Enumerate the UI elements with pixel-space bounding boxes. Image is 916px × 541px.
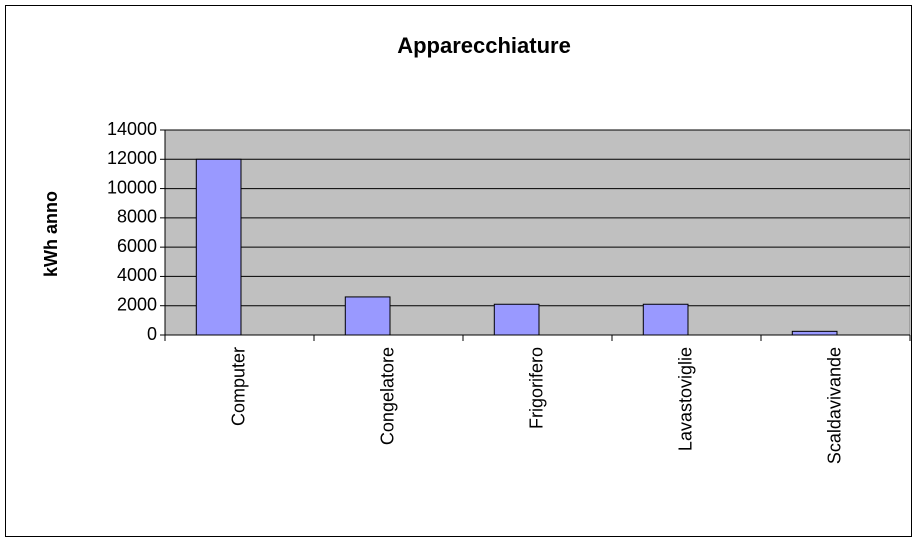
y-tick-label: 10000 bbox=[107, 177, 157, 197]
chart-title: Apparecchiature bbox=[397, 33, 571, 58]
x-tick-label: Computer bbox=[228, 347, 248, 426]
y-tick-label: 12000 bbox=[107, 148, 157, 168]
y-tick-label: 8000 bbox=[117, 207, 157, 227]
y-tick-label: 14000 bbox=[107, 119, 157, 139]
y-tick-label: 6000 bbox=[117, 236, 157, 256]
x-tick-label: Lavastoviglie bbox=[675, 347, 695, 451]
y-tick-label: 4000 bbox=[117, 265, 157, 285]
bar bbox=[642, 303, 689, 336]
bar bbox=[195, 158, 242, 336]
x-tick-label: Scaldavivande bbox=[824, 347, 844, 464]
plot-area bbox=[164, 129, 911, 336]
y-tick-label: 2000 bbox=[117, 294, 157, 314]
x-tick-label: Frigorifero bbox=[526, 347, 546, 429]
bar bbox=[493, 303, 540, 336]
x-tick-label: Congelatore bbox=[377, 347, 397, 445]
y-tick-label: 0 bbox=[147, 324, 157, 344]
bar bbox=[791, 330, 838, 336]
bar bbox=[344, 296, 391, 336]
y-axis-label: kWh anno bbox=[41, 191, 61, 277]
